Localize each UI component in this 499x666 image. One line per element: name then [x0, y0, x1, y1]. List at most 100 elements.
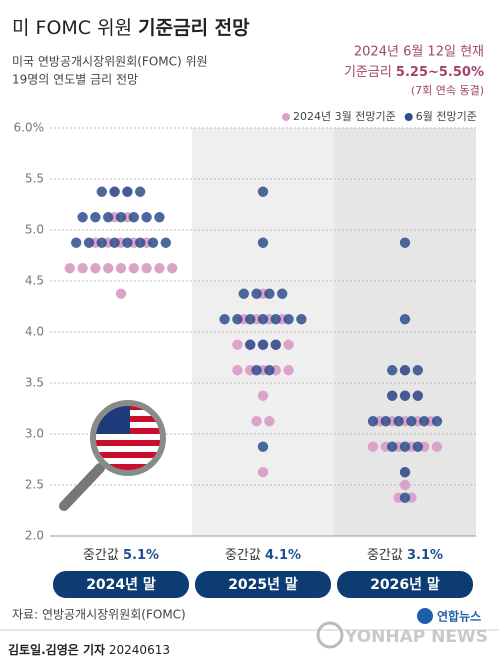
- dot: [135, 186, 146, 197]
- dot: [232, 339, 243, 350]
- dot: [77, 212, 88, 223]
- handle: [59, 463, 105, 511]
- year-pill: [337, 571, 473, 598]
- dot: [387, 390, 398, 401]
- dot: [128, 212, 139, 223]
- dot: [141, 212, 152, 223]
- dot: [380, 416, 391, 427]
- dot: [160, 237, 171, 248]
- subtitle: 미국 연방공개시장위원회(FOMC) 위원: [12, 55, 208, 69]
- dot: [264, 288, 275, 299]
- legend-swatch: [404, 113, 413, 121]
- dot: [103, 212, 114, 223]
- dot: [393, 416, 404, 427]
- title-bold: 기준금리 전망: [138, 17, 250, 39]
- dot: [387, 365, 398, 376]
- dot: [419, 416, 430, 427]
- dot: [71, 237, 82, 248]
- dot: [399, 467, 411, 478]
- dot: [122, 237, 133, 248]
- dot: [154, 263, 165, 274]
- dot: [232, 314, 243, 325]
- dot: [90, 263, 101, 274]
- x-tick-label: 2024년 말: [86, 577, 156, 593]
- byline: 김토일.김영은 기자 20240613: [8, 642, 170, 657]
- dot: [399, 441, 411, 452]
- year-pill: [195, 571, 331, 598]
- as-of: 2024년 6월 12일 현재: [354, 45, 484, 60]
- median: 중간값 3.1%: [367, 548, 443, 563]
- dot: [141, 263, 152, 274]
- dot: [264, 365, 275, 376]
- dot: [115, 288, 127, 299]
- logo-en: YONHAP NEWS: [344, 627, 488, 647]
- dot: [406, 416, 417, 427]
- dot: [412, 365, 423, 376]
- dot: [128, 263, 139, 274]
- dot: [245, 339, 256, 350]
- median-value: 3.1%: [407, 548, 443, 563]
- dot: [264, 416, 275, 427]
- dot: [257, 467, 269, 478]
- legend-label: 6월 전망기준: [416, 110, 477, 123]
- median: 중간값 5.1%: [83, 548, 159, 563]
- subtitle: 19명의 연도별 금리 전망: [12, 73, 138, 87]
- x-tick-label: 2026년 말: [370, 577, 440, 593]
- y-tick-label: 4.0: [25, 325, 44, 339]
- y-tick-label: 2.0: [25, 529, 44, 543]
- y-tick-label: 4.5: [25, 274, 44, 288]
- dot: [399, 237, 411, 248]
- logo: 연합뉴스: [437, 609, 481, 624]
- median-label: 중간값: [367, 548, 403, 563]
- dot: [109, 186, 120, 197]
- median-value: 4.1%: [265, 548, 301, 563]
- y-tick-label: 6.0%: [14, 121, 45, 135]
- dot: [270, 314, 281, 325]
- logo-mark: [316, 621, 344, 649]
- dot: [96, 237, 108, 248]
- dot: [257, 237, 269, 248]
- dot: [399, 390, 411, 401]
- logo-icon: [417, 608, 433, 624]
- median-label: 중간값: [225, 548, 261, 563]
- legend-label: 2024년 3월 전망기준: [293, 110, 396, 123]
- plot: 6.0% 5.5 5.0 4.5 4.0 3.5 3.0 2.5 2.0 2024년 3월 전망기…: [14, 110, 477, 598]
- dot: [64, 263, 76, 274]
- dot: [154, 212, 165, 223]
- x-tick-label: 2025년 말: [228, 577, 298, 593]
- dot: [167, 263, 178, 274]
- median: 중간값 4.1%: [225, 548, 301, 563]
- dot: [257, 339, 269, 350]
- dot: [283, 365, 294, 376]
- dot: [90, 212, 101, 223]
- dot: [238, 288, 249, 299]
- dot: [257, 314, 269, 325]
- dot: [283, 314, 294, 325]
- dot: [399, 365, 411, 376]
- y-tick-label: 5.0: [25, 223, 44, 237]
- dot: [412, 390, 423, 401]
- rate-value: 5.25~5.50%: [396, 65, 484, 80]
- y-tick-label: 3.5: [25, 376, 44, 390]
- dot: [115, 263, 127, 274]
- byline-name: 김토일.김영은 기자: [8, 642, 105, 657]
- dot: [431, 441, 443, 452]
- magnifier: [59, 400, 166, 511]
- dot: [147, 237, 159, 248]
- dot: [257, 390, 269, 401]
- byline-date: 20240613: [109, 643, 170, 657]
- y-tick-label: 3.0: [25, 427, 44, 441]
- title-prefix: 미 FOMC 위원: [12, 17, 132, 39]
- dot: [109, 237, 120, 248]
- source: 자료: 연방공개시장위원회(FOMC): [12, 608, 186, 622]
- median-label: 중간값: [83, 548, 119, 563]
- dot: [251, 416, 262, 427]
- y-tick-label: 2.5: [25, 478, 44, 492]
- dot: [245, 314, 256, 325]
- dot: [219, 314, 230, 325]
- year-pill: [53, 571, 189, 598]
- legend-swatch: [282, 113, 290, 121]
- dot: [77, 263, 88, 274]
- dot: [251, 365, 262, 376]
- dot: [431, 416, 443, 427]
